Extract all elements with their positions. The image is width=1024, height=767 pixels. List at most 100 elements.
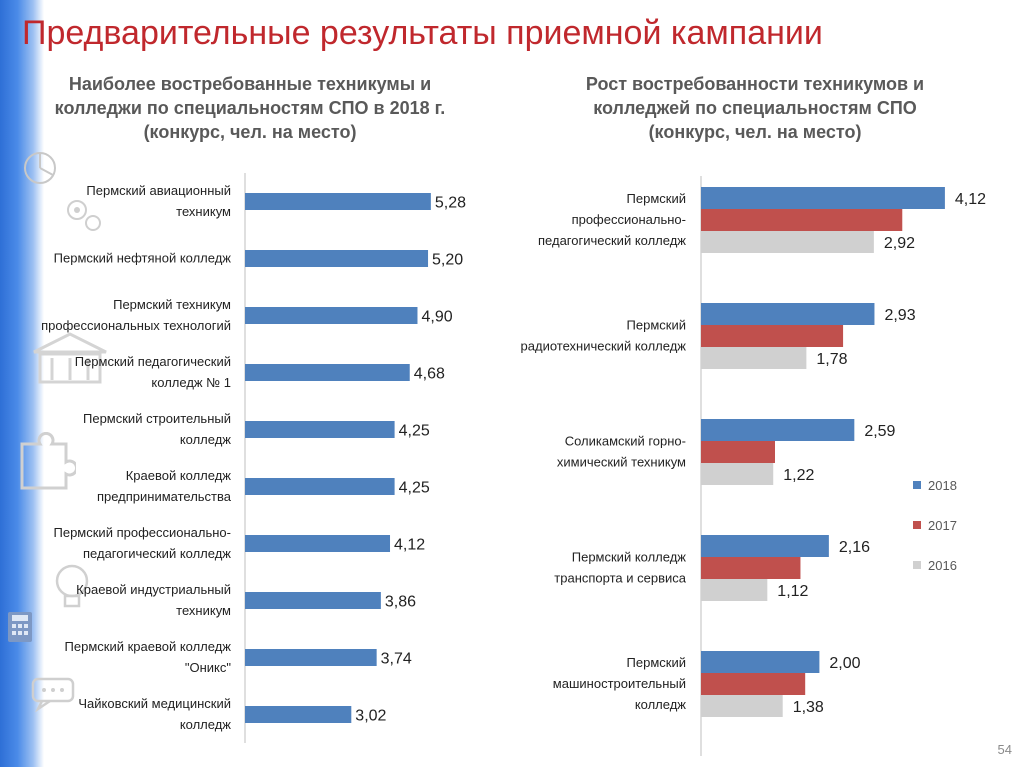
data-label: 1,22 [783,467,814,484]
data-label: 4,25 [399,480,430,497]
category-label: профессиональных технологий [41,318,231,333]
bar-2016 [701,695,783,717]
data-label: 5,28 [435,195,466,212]
category-label: Пермский техникум [113,297,231,312]
legend-swatch [913,481,921,489]
building-icon [33,332,107,384]
category-label: Краевой индустриальный [76,582,231,597]
category-label: профессионально- [572,212,686,227]
category-label: Чайковский медицинский [78,696,231,711]
category-label: колледж № 1 [151,375,231,390]
chat-bubble-icon [31,677,75,712]
category-label: транспорта и сервиса [554,571,686,586]
category-label: Пермский краевой колледж [65,639,232,654]
category-label: педагогический колледж [538,233,686,248]
gears-icon [67,200,101,231]
category-label: техникум [176,603,231,618]
category-label: колледж [180,717,231,732]
category-label: химический техникум [557,455,686,470]
data-label: 2,92 [884,235,915,252]
category-label: "Оникс" [185,660,232,675]
data-label: 1,38 [793,699,824,716]
category-label: Пермский нефтяной колледж [54,251,232,266]
left-chart-title: Наиболее востребованные техникумы и колл… [30,72,470,144]
category-label: Соликамский горно- [565,434,686,449]
page-number: 54 [997,742,1012,757]
category-label: Пермский авиационный [86,183,231,198]
data-label: 4,12 [955,191,986,208]
bar-2016 [701,579,768,601]
category-label: Пермский [627,191,686,206]
data-label: 1,78 [816,351,847,368]
legend-entry: 2018 [928,478,957,493]
category-label: машиностроительный [553,676,686,691]
bar [245,250,429,267]
bar-2017 [701,673,806,695]
data-label: 3,86 [385,594,416,611]
bar [245,364,410,381]
bar-2016 [701,463,774,485]
legend-swatch [913,561,921,569]
legend-swatch [913,521,921,529]
bar-2018 [701,535,829,557]
data-label: 3,74 [381,651,412,668]
category-label: Пермский колледж [572,550,687,565]
data-label: 2,93 [884,307,915,324]
data-label: 4,25 [399,423,430,440]
bar [245,706,352,723]
bar-2017 [701,441,775,463]
data-label: 2,00 [829,655,860,672]
bar [245,478,395,495]
bar [245,193,431,210]
slide-title: Предварительные результаты приемной камп… [22,14,823,52]
left-chart-title-line: колледжи по специальностям СПО в 2018 г. [54,98,446,118]
puzzle-icon [20,432,76,490]
data-label: 1,12 [777,583,808,600]
bar [245,649,377,666]
bar-2018 [701,419,855,441]
category-label: Краевой колледж [126,468,232,483]
right-chart-title-line: (конкурс, чел. на место) [648,122,862,142]
right-chart-title: Рост востребованности техникумов и колле… [540,72,970,144]
bar [245,592,381,609]
bar [245,421,395,438]
data-label: 4,90 [421,309,452,326]
bar [245,307,418,324]
category-label: Пермский педагогический [75,354,231,369]
left-chart-title-line: Наиболее востребованные техникумы и [68,74,432,94]
data-label: 4,68 [414,366,445,383]
lightbulb-icon [55,564,89,608]
legend-entry: 2016 [928,558,957,573]
bar-2017 [701,325,844,347]
data-label: 4,12 [394,537,425,554]
category-label: колледж [635,697,686,712]
bar [245,535,391,552]
data-label: 2,16 [839,539,870,556]
category-label: колледж [180,432,231,447]
data-label: 3,02 [355,708,386,725]
bar-2018 [701,187,945,209]
bar-2017 [701,209,903,231]
bar-2017 [701,557,801,579]
bar-2018 [701,651,820,673]
right-chart-title-line: колледжей по специальностям СПО [593,98,917,118]
bar-2016 [701,347,807,369]
data-label: 2,59 [864,423,895,440]
calculator-icon [8,612,32,642]
category-label: Пермский [627,318,686,333]
category-label: педагогический колледж [83,546,231,561]
category-label: радиотехнический колледж [521,339,687,354]
data-label: 5,20 [432,252,463,269]
bar-2016 [701,231,874,253]
category-label: предпринимательства [97,489,232,504]
legend-entry: 2017 [928,518,957,533]
category-label: техникум [176,204,231,219]
bar-2018 [701,303,875,325]
category-label: Пермский [627,655,686,670]
category-label: Пермский строительный [83,411,231,426]
category-label: Пермский профессионально- [54,525,232,540]
right-chart-title-line: Рост востребованности техникумов и [585,74,925,94]
left-chart-title-line: (конкурс, чел. на место) [143,122,357,142]
pie-chart-icon [24,152,56,184]
